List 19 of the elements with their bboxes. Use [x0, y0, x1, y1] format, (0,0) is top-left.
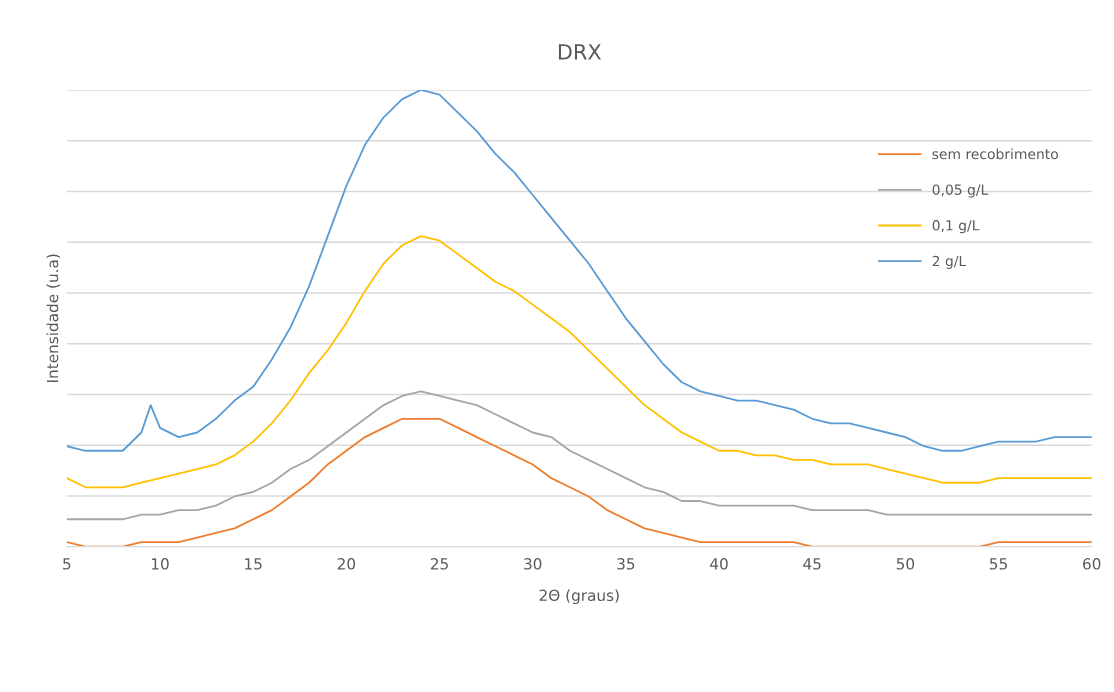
x-tick-label: 20 — [337, 558, 356, 570]
x-tick-label: 30 — [524, 558, 542, 570]
y-axis-title: Intensidade (u.a) — [46, 254, 61, 382]
legend-label: sem recobrimento — [932, 148, 1058, 160]
legend-label: 2 g/L — [932, 255, 967, 269]
legend-label: 0,05 g/L — [932, 184, 989, 198]
x-tick-label: 35 — [617, 558, 635, 570]
x-tick-label: 25 — [430, 558, 448, 570]
legend-label: 0,1 g/L — [932, 220, 980, 234]
x-tick-label: 50 — [896, 558, 915, 570]
x-tick-label: 55 — [990, 558, 1007, 570]
chart-title: DRX — [558, 44, 602, 60]
x-tick-label: 40 — [710, 558, 728, 570]
x-tick-label: 60 — [1083, 558, 1101, 570]
x-axis-title: 2Θ (graus) — [539, 589, 619, 605]
x-tick-label: 10 — [151, 558, 169, 570]
x-tick-label: 5 — [63, 558, 71, 570]
x-tick-label: 15 — [245, 558, 262, 570]
x-tick-label: 45 — [803, 558, 821, 570]
